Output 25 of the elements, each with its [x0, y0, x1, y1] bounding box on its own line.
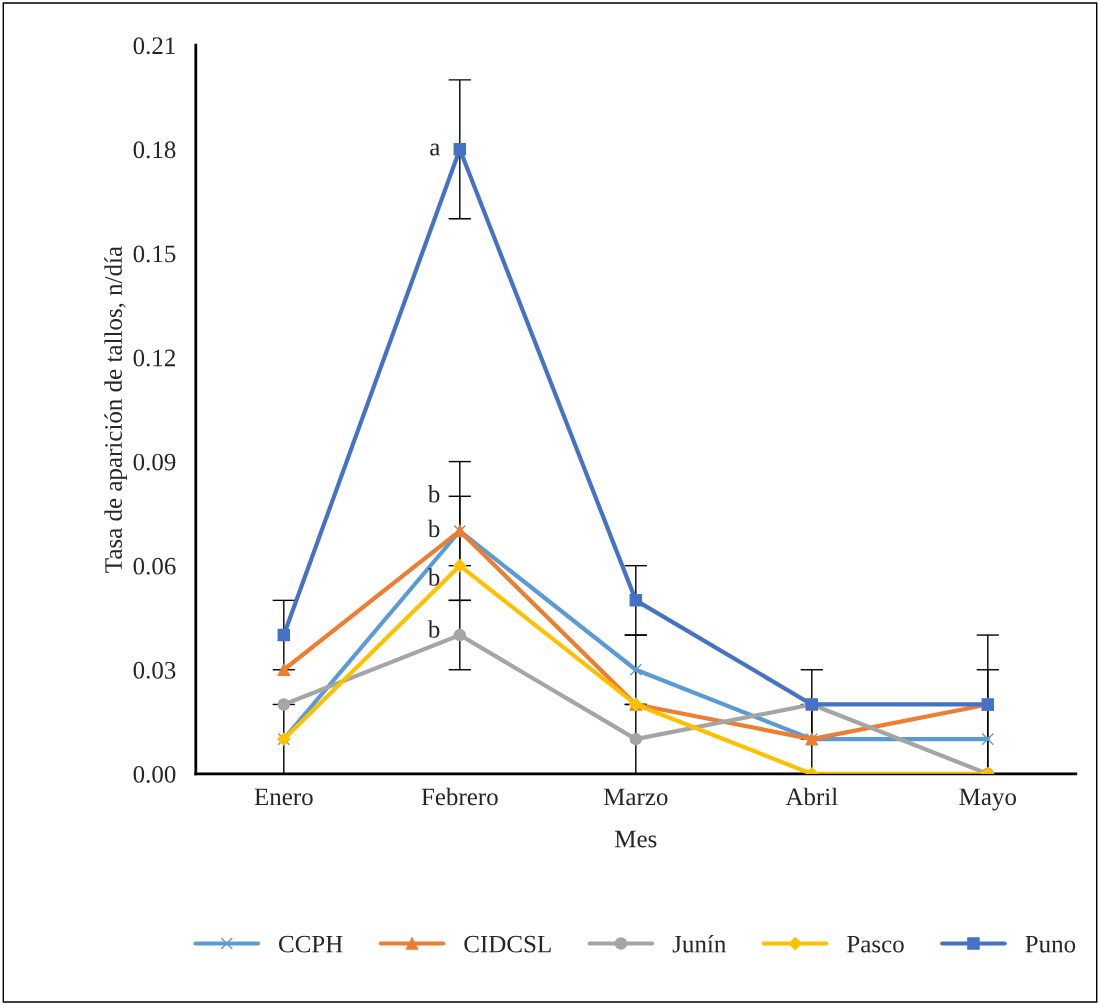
x-axis-title: Mes — [614, 830, 657, 848]
y-tick-label: 0.18 — [133, 141, 176, 159]
x-tick-label: Enero — [254, 788, 313, 806]
annotation: b — [427, 620, 440, 638]
x-tick-label: Mayo — [959, 788, 1017, 811]
y-tick-label: 0.15 — [133, 245, 176, 263]
y-tick-label: 0.09 — [133, 453, 176, 471]
annotation: b — [427, 484, 440, 503]
annotation: b — [427, 568, 440, 586]
annotation: a — [430, 143, 441, 156]
annotation: b — [427, 519, 440, 538]
legend-label: Puno — [1025, 935, 1076, 953]
y-tick-label: 0.21 — [133, 37, 175, 55]
legend-label: Junín — [672, 934, 726, 953]
legend-label: CIDCSL — [464, 935, 551, 953]
y-tick-label: 0.03 — [133, 661, 176, 679]
y-tick-label: 0.06 — [133, 557, 176, 575]
x-tick-label: Febrero — [421, 787, 498, 806]
x-tick-label: Abril — [785, 787, 838, 806]
y-axis-title: Tasa de aparición de tallos, n/día — [104, 246, 128, 573]
x-tick-label: Marzo — [603, 788, 668, 806]
y-tick-label: 0.00 — [133, 765, 176, 783]
legend-label: CCPH — [279, 935, 343, 953]
legend-label: Pasco — [847, 935, 904, 953]
y-tick-label: 0.12 — [133, 349, 175, 367]
